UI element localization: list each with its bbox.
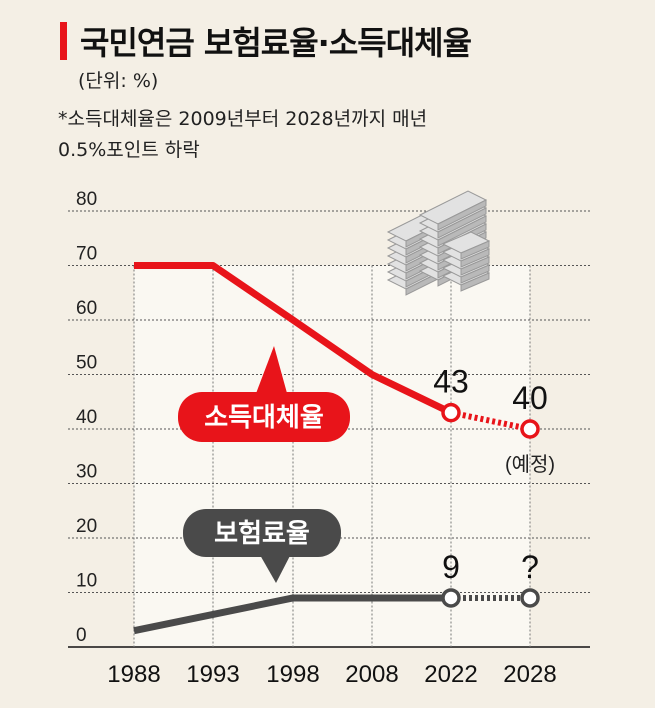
plot-panel (134, 265, 530, 647)
callout-pointer (252, 346, 290, 404)
data-point-marker (441, 402, 461, 423)
y-tick-label: 0 (76, 625, 87, 646)
y-tick-label: 50 (76, 353, 97, 374)
y-tick-label: 30 (76, 462, 97, 483)
y-tick-label: 80 (76, 189, 97, 210)
unit-label: (단위: %) (78, 70, 159, 92)
chart-title: 국민연금 보험료율·소득대체율 (80, 24, 472, 62)
data-sublabel: (예정) (505, 453, 555, 476)
series-dashed-segment (450, 409, 531, 432)
footnote-line-1: *소득대체율은 2009년부터 2028년까지 매년 (58, 108, 428, 130)
y-tick-label: 60 (76, 298, 97, 319)
x-tick-label: 2008 (345, 661, 398, 688)
y-tick-label: 40 (76, 407, 97, 428)
x-tick-label: 1988 (107, 661, 160, 688)
x-tick-label: 1998 (266, 661, 319, 688)
callout-bubble-replacement-rate (178, 392, 350, 442)
footnote-line-2: 0.5%포인트 하락 (58, 139, 200, 161)
data-label: 43 (433, 364, 469, 400)
x-tick-label: 2028 (503, 661, 556, 688)
data-label: 9 (442, 549, 460, 585)
title-accent-bar (60, 22, 67, 60)
data-label: ? (521, 549, 539, 585)
callout-bubble-contribution-rate (183, 509, 341, 557)
x-tick-label: 2022 (424, 661, 477, 688)
data-point-marker (520, 588, 540, 608)
data-label: 40 (512, 380, 548, 416)
money-stack-icon (386, 190, 491, 296)
series-label-contribution-rate: 보험료율 (214, 518, 310, 548)
data-point-marker (520, 419, 540, 439)
footnote: *소득대체율은 2009년부터 2028년까지 매년 0.5%포인트 하락 (58, 104, 578, 166)
y-tick-label: 10 (76, 571, 97, 592)
x-tick-label: 1993 (186, 661, 239, 688)
y-tick-label: 70 (76, 244, 97, 265)
series-label-replacement-rate: 소득대체율 (204, 402, 324, 432)
series-line-replacement-rate (134, 262, 453, 416)
data-point-marker (441, 588, 461, 608)
y-tick-label: 20 (76, 516, 97, 537)
series-line-contribution-rate (133, 594, 451, 635)
